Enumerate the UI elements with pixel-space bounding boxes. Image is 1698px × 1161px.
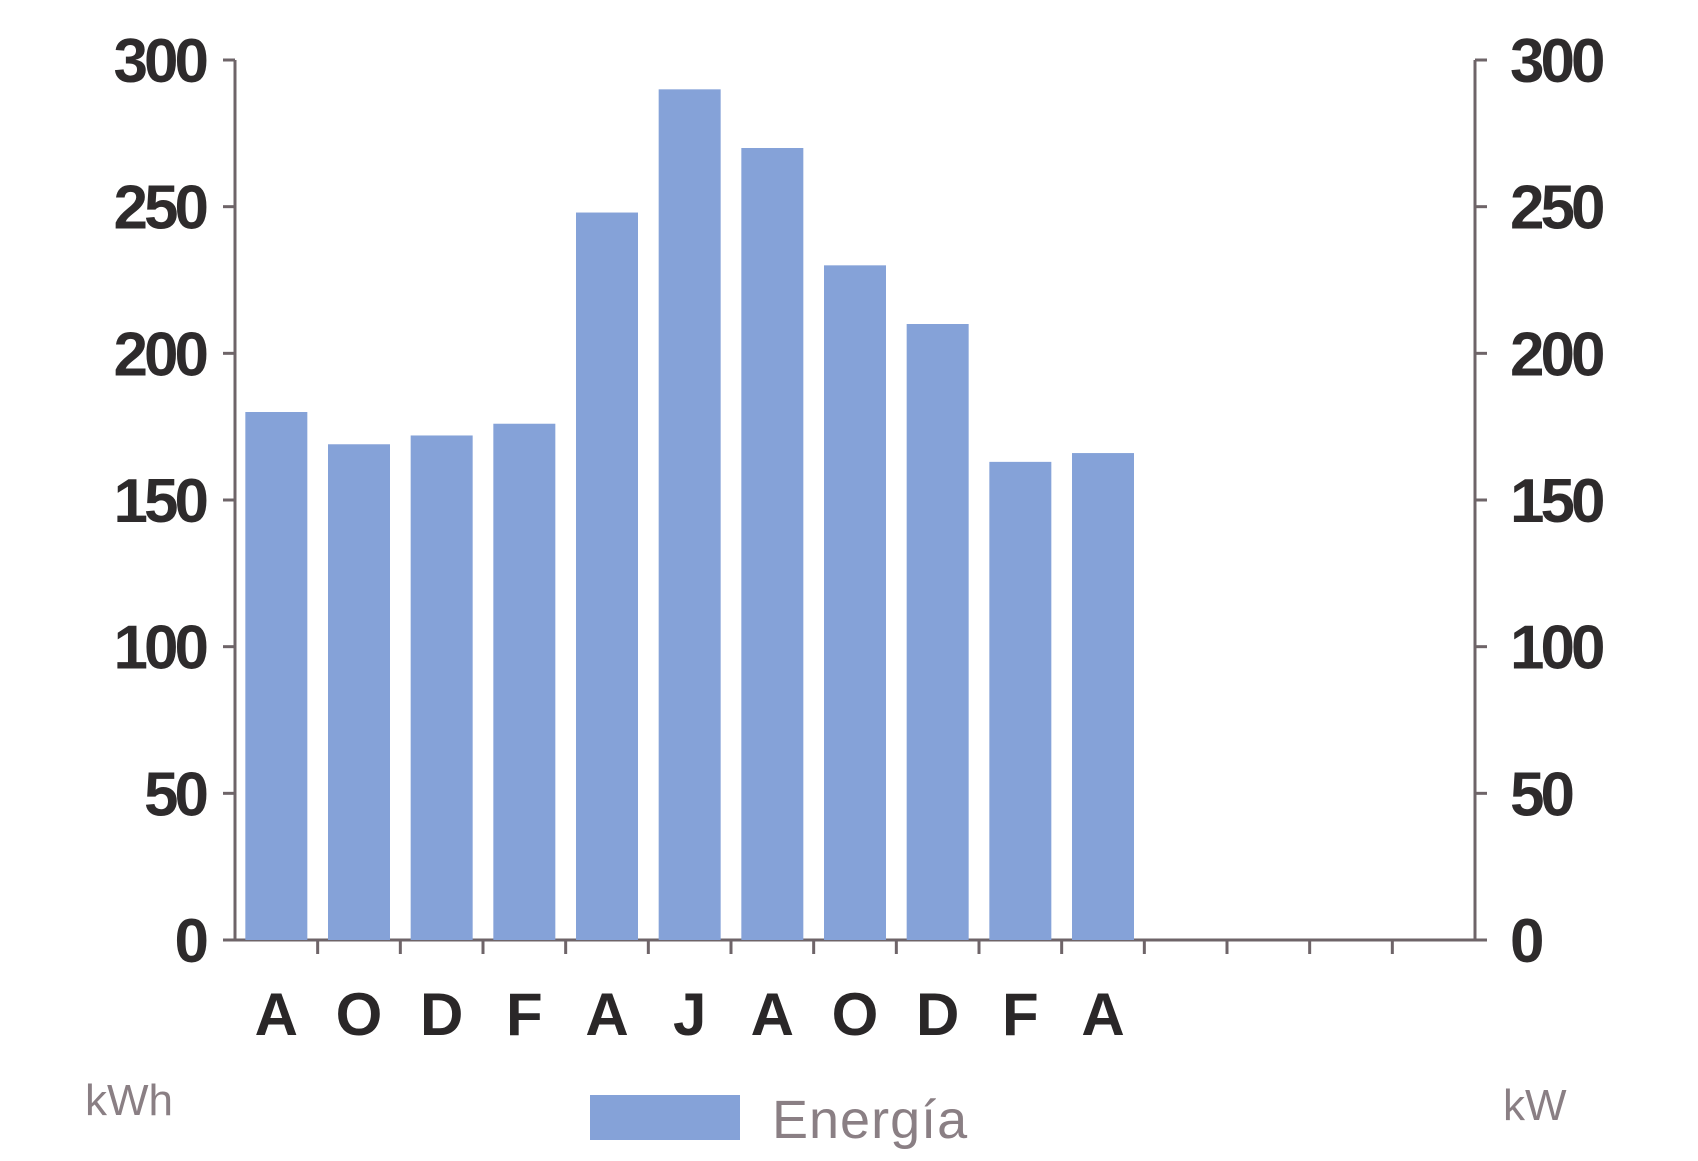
legend-swatch-energia — [590, 1095, 740, 1140]
x-category-label: D — [420, 981, 463, 1048]
bar-energia-10 — [989, 461, 1052, 940]
bars — [245, 89, 1134, 941]
y-axis-unit-label: kWh — [85, 1076, 173, 1125]
y2-tick-label: 250 — [1510, 174, 1603, 243]
y2-tick-label: 100 — [1510, 614, 1603, 683]
x-category-label: O — [832, 981, 879, 1048]
y-tick-label: 0 — [175, 907, 207, 976]
x-category-label: F — [506, 981, 543, 1048]
y2-tick-label: 150 — [1510, 467, 1603, 536]
y-tick-label: 200 — [114, 320, 207, 389]
x-category-label: A — [255, 981, 298, 1048]
bar-energia-8 — [824, 265, 886, 940]
bar-energia-2 — [328, 444, 390, 940]
legend-label-energia: Energía — [772, 1090, 968, 1150]
x-category-label: A — [751, 981, 794, 1048]
x-category-label: J — [673, 981, 706, 1048]
x-category-label: O — [336, 981, 383, 1048]
legend: Energía — [590, 1090, 968, 1150]
bar-energia-4 — [493, 423, 556, 940]
bar-energia-6 — [658, 89, 721, 941]
x-category-label: A — [1081, 981, 1124, 1048]
y2-tick-label: 200 — [1510, 320, 1603, 389]
y2-axis-unit-label: kW — [1503, 1081, 1567, 1130]
y2-tick-label: 50 — [1510, 760, 1572, 829]
x-category-label: F — [1002, 981, 1039, 1048]
bar-energia-9 — [906, 324, 969, 940]
bar-energia-11 — [1072, 453, 1134, 940]
x-category-label: D — [916, 981, 959, 1048]
y-tick-label: 50 — [144, 760, 206, 829]
x-category-label: A — [585, 981, 628, 1048]
y2-tick-label: 0 — [1510, 907, 1542, 976]
y-tick-label: 300 — [114, 27, 207, 96]
bar-energia-7 — [741, 148, 804, 940]
y-tick-label: 250 — [114, 174, 207, 243]
bar-energia-1 — [245, 412, 308, 940]
y-tick-label: 150 — [114, 467, 207, 536]
bar-energia-3 — [410, 435, 473, 940]
y-tick-label: 100 — [114, 614, 207, 683]
bar-energia-5 — [576, 212, 638, 941]
y2-tick-label: 300 — [1510, 27, 1603, 96]
